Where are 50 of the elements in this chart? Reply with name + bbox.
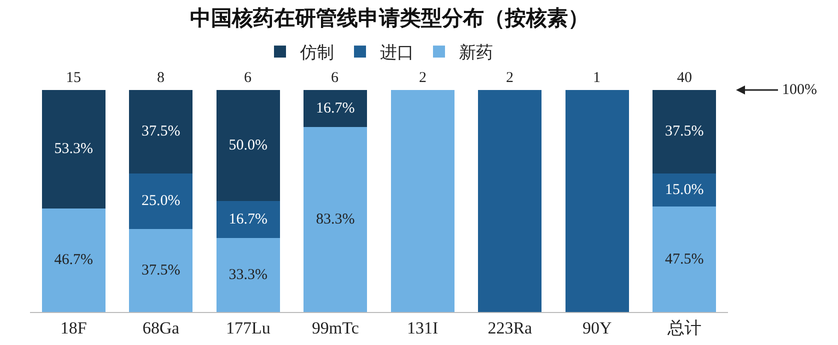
bar xyxy=(42,208,106,312)
chart-title: 中国核药在研管线申请类型分布（按核素） xyxy=(190,6,590,30)
annotation: 2 xyxy=(506,70,514,86)
text: 100% xyxy=(782,82,817,98)
data-label: 16.7% xyxy=(316,100,355,117)
x-tick-label: 90Y xyxy=(582,318,612,338)
x-tick-label: 223Ra xyxy=(488,318,533,338)
data-label: 46.7% xyxy=(54,252,93,268)
data-label: 33.3% xyxy=(228,267,268,284)
data-label: 53.3% xyxy=(54,141,93,158)
x-tick-label: 177Lu xyxy=(226,318,271,338)
annotation: 6 xyxy=(244,70,252,86)
data-label: 47.5% xyxy=(665,251,704,268)
legend-label: 新药 xyxy=(459,43,493,62)
bar xyxy=(304,127,368,312)
annotation: 6 xyxy=(331,70,339,86)
data-label: 50.0% xyxy=(228,138,268,154)
data-label: 25.0% xyxy=(142,193,180,209)
bar xyxy=(565,90,629,312)
bar xyxy=(129,228,193,312)
bar xyxy=(129,173,193,229)
bar xyxy=(304,90,368,128)
data-label: 37.5% xyxy=(142,262,180,278)
bar xyxy=(216,238,280,312)
x-tick-label: 总计 xyxy=(666,318,702,338)
x-tick-label: 18F xyxy=(60,318,87,338)
x-tick-label: 99mTc xyxy=(312,318,360,338)
bar xyxy=(478,90,542,312)
data-label: 16.7% xyxy=(228,212,268,228)
bar xyxy=(390,90,454,312)
data-label: 83.3% xyxy=(316,212,355,228)
legend-label: 仿制 xyxy=(299,43,334,62)
legend-label: 进口 xyxy=(380,43,414,62)
x-tick-label: 131I xyxy=(407,318,439,338)
annotation: 15 xyxy=(66,70,81,86)
annotation: 2 xyxy=(419,70,426,86)
x-tick-label: 68Ga xyxy=(142,318,180,338)
bar xyxy=(129,90,193,174)
bar xyxy=(652,206,716,312)
bar xyxy=(42,90,106,208)
data-label: 37.5% xyxy=(142,124,180,140)
bar xyxy=(216,201,280,238)
annotation: 8 xyxy=(157,70,164,86)
data-label: 15.0% xyxy=(665,182,704,198)
bar xyxy=(652,90,716,174)
data-label: 37.5% xyxy=(665,124,704,140)
bar xyxy=(216,90,280,201)
bar xyxy=(652,173,716,207)
annotation: 40 xyxy=(677,70,692,86)
annotation: 1 xyxy=(593,70,600,86)
